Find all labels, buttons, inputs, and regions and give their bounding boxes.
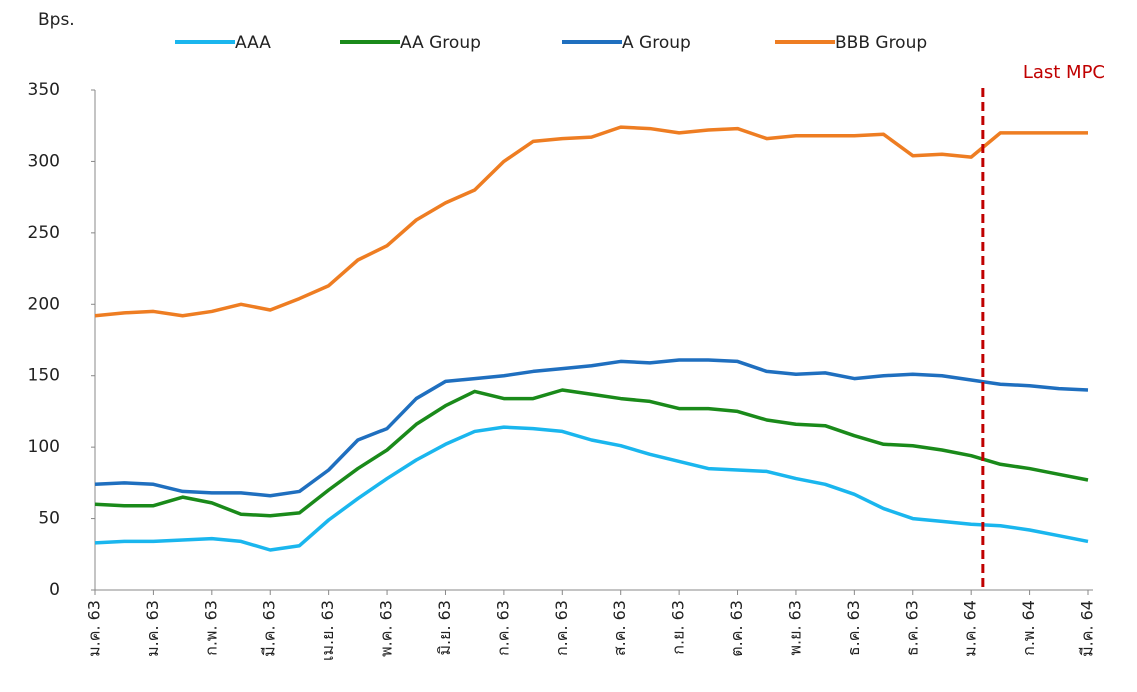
x-tick-label: ม.ค. 63: [85, 600, 104, 657]
y-tick-label: 50: [38, 509, 60, 529]
x-tick-label: ก.พ. 64: [1019, 600, 1038, 656]
legend-label: AAA: [235, 33, 271, 53]
x-tick-label: พ.ค. 63: [377, 600, 396, 657]
y-tick-label: 200: [28, 294, 60, 314]
y-axis-label: Bps.: [38, 10, 75, 30]
x-tick-label: ส.ค. 63: [610, 600, 629, 656]
x-tick-label: มิ.ย. 63: [435, 600, 454, 656]
y-tick-label: 300: [28, 151, 60, 171]
y-tick-label: 100: [28, 437, 60, 457]
x-tick-label: ธ.ค. 63: [902, 600, 921, 656]
series-line: [94, 125, 1088, 318]
x-tick-label: เม.ย. 63: [318, 600, 337, 661]
legend-label: AA Group: [400, 33, 481, 53]
series-line: [94, 358, 1089, 498]
reference-label: Last MPC: [1023, 62, 1105, 83]
x-tick-label: ต.ค. 63: [727, 600, 746, 657]
y-tick-label: 150: [28, 366, 60, 386]
x-tick-label: มี.ค. 63: [260, 600, 279, 657]
x-tick-label: มี.ค. 64: [1078, 600, 1097, 657]
y-tick-label: 250: [28, 223, 60, 243]
x-tick-label: ก.ค. 63: [552, 600, 571, 656]
series-line: [94, 425, 1089, 552]
x-tick-label: ม.ค. 64: [961, 600, 980, 657]
x-tick-label: ธ.ค. 63: [844, 600, 863, 656]
x-tick-label: ก.ค. 63: [493, 600, 512, 656]
y-tick-label: 350: [28, 80, 60, 100]
x-tick-label: พ.ย. 63: [785, 600, 804, 656]
legend-label: BBB Group: [835, 33, 927, 53]
y-tick-label: 0: [49, 580, 60, 600]
legend-label: A Group: [622, 33, 691, 53]
x-tick-label: ก.ย. 63: [669, 600, 688, 655]
series-line: [94, 388, 1089, 518]
x-tick-label: ก.พ. 63: [201, 600, 220, 656]
x-tick-label: ม.ค. 63: [143, 600, 162, 657]
